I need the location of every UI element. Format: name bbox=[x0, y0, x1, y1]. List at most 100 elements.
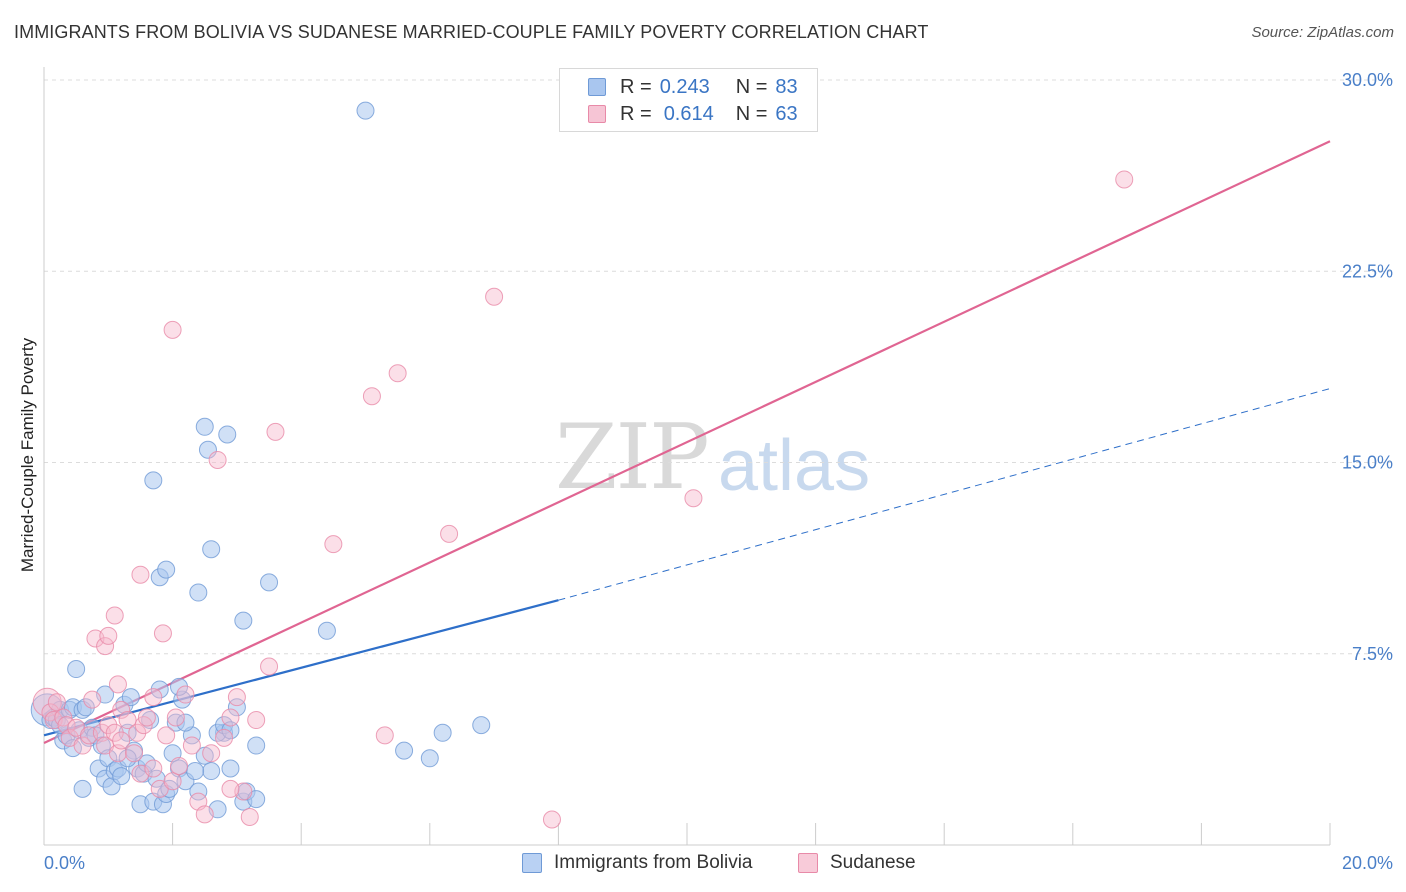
sudanese-point bbox=[247, 711, 266, 730]
bolivia-point bbox=[356, 101, 375, 120]
sudanese-point bbox=[99, 716, 118, 735]
y-tick-label: 22.5% bbox=[1342, 261, 1393, 281]
sudanese-point bbox=[96, 637, 115, 656]
sudanese-point bbox=[266, 422, 285, 441]
legend-row-sudanese: R = 0.614 N = 63 bbox=[560, 100, 798, 128]
sudanese-point bbox=[32, 687, 62, 717]
legend-r-label: R = bbox=[620, 102, 652, 125]
bolivia-swatch bbox=[588, 78, 606, 96]
bolivia-point bbox=[433, 723, 452, 742]
sudanese-point bbox=[684, 489, 703, 508]
bolivia-point bbox=[260, 573, 279, 592]
bolivia-point bbox=[395, 741, 414, 760]
sudanese-point bbox=[128, 723, 147, 742]
bolivia-point bbox=[202, 762, 221, 781]
bolivia-point bbox=[189, 583, 208, 602]
legend-row-bolivia: R = 0.243 N = 83 bbox=[560, 73, 798, 101]
bolivia-point bbox=[221, 721, 240, 740]
bolivia-point bbox=[227, 698, 246, 717]
bolivia-point bbox=[202, 540, 221, 559]
sudanese-point bbox=[260, 657, 279, 676]
legend-n-value-sudanese: 63 bbox=[775, 102, 798, 125]
sudanese-point bbox=[208, 450, 227, 469]
bolivia-point bbox=[170, 677, 189, 696]
sudanese-point bbox=[176, 685, 195, 704]
sudanese-point bbox=[144, 759, 163, 778]
bolivia-legend-label: Immigrants from Bolivia bbox=[554, 852, 753, 873]
sudanese-point bbox=[195, 805, 214, 824]
bolivia-points bbox=[30, 101, 491, 819]
bolivia-point bbox=[76, 698, 95, 717]
legend-n-label: N = bbox=[735, 102, 768, 125]
x-tick-label-end: 20.0% bbox=[1342, 853, 1393, 873]
y-tick-label: 15.0% bbox=[1342, 453, 1393, 473]
sudanese-point bbox=[227, 688, 246, 707]
bolivia-point bbox=[195, 417, 214, 436]
sudanese-trend-line bbox=[43, 140, 1331, 744]
bolivia-point bbox=[67, 660, 86, 679]
sudanese-legend-label: Sudanese bbox=[830, 852, 916, 873]
y-tick-label: 30.0% bbox=[1342, 70, 1393, 90]
sudanese-trend-solid bbox=[43, 140, 1331, 744]
bolivia-trend-dashed bbox=[558, 388, 1331, 601]
sudanese-point bbox=[440, 524, 459, 543]
bottom-legend-bolivia: Immigrants from Bolivia bbox=[522, 852, 753, 874]
bolivia-point bbox=[176, 713, 195, 732]
chart-title: IMMIGRANTS FROM BOLIVIA VS SUDANESE MARR… bbox=[14, 22, 929, 42]
bolivia-point bbox=[147, 769, 166, 788]
tick-labels: 7.5% 15.0% 22.5% 30.0% 0.0% 20.0% bbox=[44, 70, 1393, 873]
sudanese-point bbox=[83, 690, 102, 709]
sudanese-point bbox=[131, 565, 150, 584]
y-tick-label: 7.5% bbox=[1352, 644, 1393, 664]
sudanese-point bbox=[221, 708, 240, 727]
source-label: Source: ZipAtlas.com bbox=[1251, 24, 1394, 41]
bolivia-point bbox=[112, 767, 131, 786]
sudanese-legend-swatch bbox=[798, 853, 818, 873]
bolivia-point bbox=[144, 471, 163, 490]
sudanese-point bbox=[215, 728, 234, 747]
sudanese-point bbox=[118, 711, 137, 730]
sudanese-swatch bbox=[588, 105, 606, 123]
bolivia-point bbox=[150, 680, 169, 699]
sudanese-point bbox=[112, 731, 131, 750]
bolivia-point bbox=[317, 621, 336, 640]
sudanese-point bbox=[105, 606, 124, 625]
legend-r-value-sudanese: 0.614 bbox=[663, 102, 714, 125]
sudanese-points bbox=[32, 170, 1134, 829]
sudanese-point bbox=[163, 772, 182, 791]
sudanese-point bbox=[47, 693, 66, 712]
sudanese-point bbox=[1115, 170, 1134, 189]
sudanese-point bbox=[105, 723, 124, 742]
bolivia-legend-swatch bbox=[522, 853, 542, 873]
sudanese-point bbox=[182, 736, 201, 755]
bolivia-point bbox=[157, 560, 176, 579]
sudanese-point bbox=[202, 744, 221, 763]
sudanese-point bbox=[99, 626, 118, 645]
sudanese-point bbox=[153, 624, 172, 643]
sudanese-point bbox=[157, 726, 176, 745]
bolivia-point bbox=[73, 779, 92, 798]
sudanese-point bbox=[485, 287, 504, 306]
legend-r-label: R = bbox=[620, 75, 652, 98]
watermark-atlas: atlas bbox=[718, 426, 871, 506]
sudanese-point bbox=[112, 700, 131, 719]
legend-r-value-bolivia: 0.243 bbox=[659, 75, 710, 98]
sudanese-point bbox=[221, 779, 240, 798]
bolivia-point bbox=[121, 688, 140, 707]
legend-n-label: N = bbox=[735, 75, 768, 98]
bottom-legend-sudanese: Sudanese bbox=[798, 852, 916, 874]
bolivia-point bbox=[420, 749, 439, 768]
sudanese-point bbox=[362, 387, 381, 406]
sudanese-point bbox=[166, 708, 185, 727]
bolivia-point bbox=[218, 425, 237, 444]
bolivia-trend-line bbox=[43, 388, 1331, 737]
sudanese-point bbox=[170, 756, 189, 775]
bolivia-point bbox=[221, 759, 240, 778]
sudanese-point bbox=[240, 807, 259, 826]
bolivia-point bbox=[247, 736, 266, 755]
sudanese-point bbox=[108, 675, 127, 694]
bolivia-point bbox=[472, 716, 491, 735]
sudanese-point bbox=[375, 726, 394, 745]
bolivia-point bbox=[186, 762, 205, 781]
